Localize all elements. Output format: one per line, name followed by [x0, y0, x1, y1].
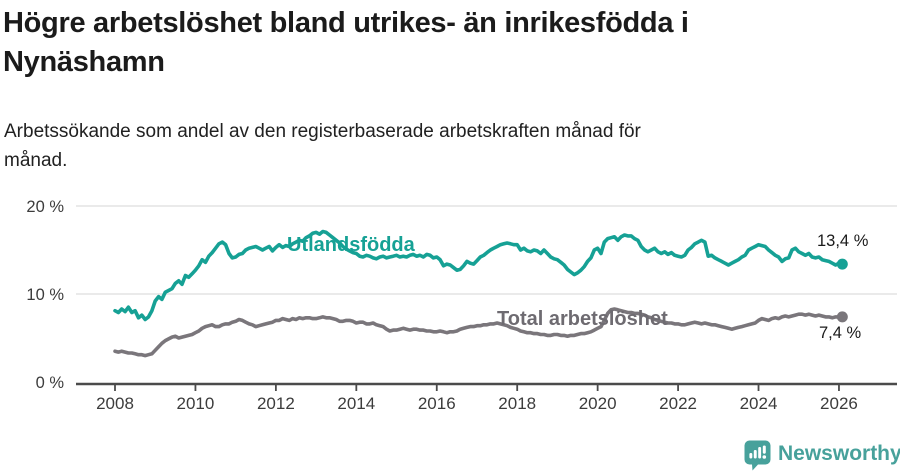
newsworthy-wordmark: Newsworthy — [778, 442, 900, 465]
subtitle-line-1: Arbetssökande som andel av den registerb… — [4, 121, 641, 142]
y-tick-label: 0 % — [36, 374, 65, 392]
x-tick-label: 2008 — [96, 394, 134, 413]
y-tick-label: 20 % — [26, 198, 64, 216]
series-line-utlandsfodda — [113, 229, 845, 322]
end-value-label-utlandsfodda: 13,4 % — [817, 232, 869, 250]
x-tick-label: 2024 — [740, 394, 778, 413]
series-end-dot-utlandsfodda — [836, 258, 848, 270]
x-tick-label: 2010 — [177, 394, 215, 413]
page-title: Högre arbetslöshet bland utrikes- än inr… — [3, 4, 883, 82]
newsworthy-branding: Newsworthy — [744, 440, 900, 476]
x-tick-label: 2012 — [257, 394, 295, 413]
x-tick-label: 2018 — [498, 394, 536, 413]
x-tick-label: 2014 — [337, 394, 375, 413]
series-line-total-arbetsloshet — [113, 307, 845, 358]
subtitle-line-2: månad. — [4, 150, 68, 171]
series-label-utlandsfodda: Utlandsfödda — [287, 234, 415, 256]
x-tick-label: 2022 — [659, 394, 697, 413]
title-line-2: Nynäshamn — [3, 46, 165, 78]
newsworthy-logo-icon — [744, 440, 771, 476]
series-end-dot-total — [836, 311, 848, 323]
chart-subtitle: Arbetssökande som andel av den registerb… — [4, 117, 844, 175]
title-line-1: Högre arbetslöshet bland utrikes- än inr… — [3, 7, 689, 39]
y-tick-label: 10 % — [26, 286, 64, 304]
x-tick-label: 2020 — [579, 394, 617, 413]
end-value-label-total: 7,4 % — [819, 324, 862, 342]
x-tick-label: 2016 — [418, 394, 456, 413]
series-label-total-arbetsloshet: Total arbetslöshet — [497, 308, 668, 330]
x-tick-label: 2026 — [820, 394, 858, 413]
